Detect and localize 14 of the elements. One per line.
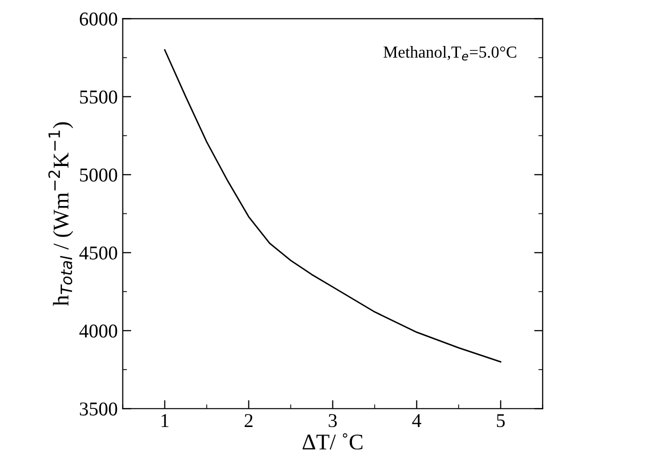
annotation: Methanol,T$_{e}$=5.0°C — [384, 46, 516, 60]
x-axis-title: ΔT/ ˚C — [302, 433, 362, 450]
y-tick-label: 5500 — [80, 90, 118, 104]
x-tick-label: 1 — [162, 414, 168, 427]
y-tick-label: 3500 — [80, 402, 118, 416]
y-axis-title: h$_{Total}$ / (Wm$^{−2}$K$^{−1}$) — [48, 122, 74, 306]
x-tick-label: 4 — [412, 414, 422, 427]
x-tick-label: 3 — [328, 414, 337, 428]
y-tick-label: 4000 — [79, 324, 118, 338]
y-tick-label: 5000 — [80, 168, 118, 182]
x-tick-label: 2 — [244, 414, 252, 427]
y-tick-label: 6000 — [80, 12, 118, 26]
x-tick-label: 5 — [496, 414, 505, 428]
y-tick-label: 4500 — [79, 246, 118, 260]
